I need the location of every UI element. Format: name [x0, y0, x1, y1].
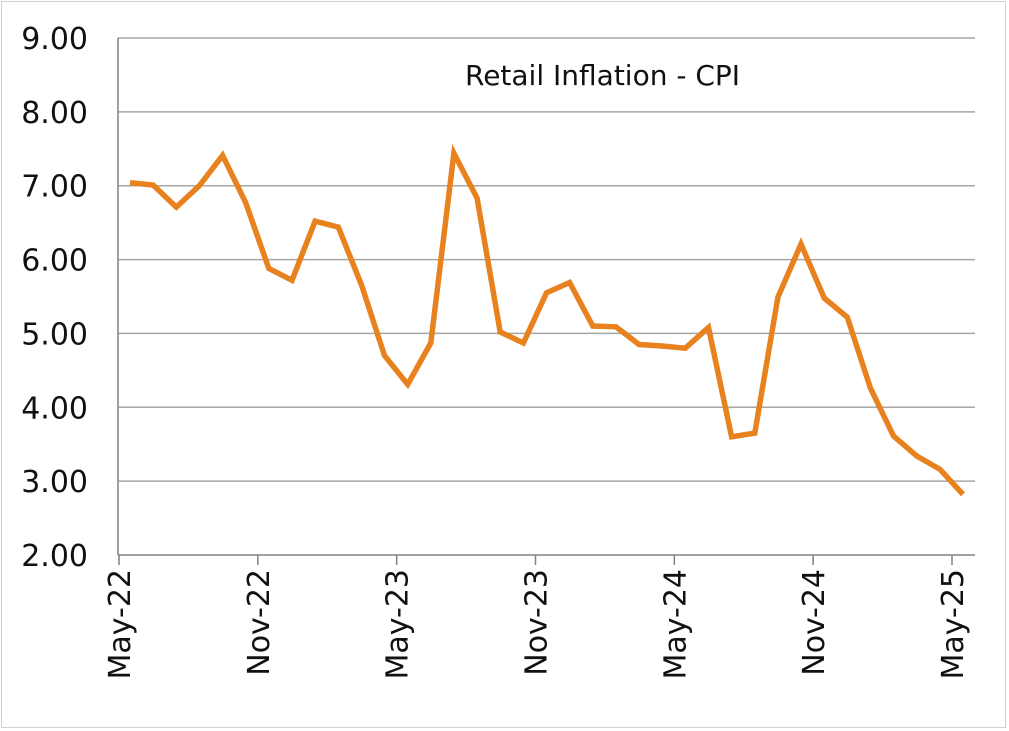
y-tick-label: 2.00: [21, 539, 88, 574]
y-tick-label: 3.00: [21, 465, 88, 500]
x-tick-label: Nov-24: [797, 569, 832, 676]
x-tick-labels: May-22 Nov-22 May-23 Nov-23 May-24 Nov-24 May-…: [103, 555, 971, 680]
x-tick-label: Nov-22: [242, 569, 277, 676]
series-group: [129, 143, 966, 497]
chart-title: Retail Inflation - CPI: [465, 59, 740, 92]
x-tick-label: May-24: [658, 569, 693, 680]
y-tick-labels: 2.00 3.00 4.00 5.00 6.00 7.00 8.00 9.00: [21, 22, 88, 574]
y-tick-label: 7.00: [21, 170, 88, 205]
gridlines: [118, 37, 975, 482]
y-tick-label: 6.00: [21, 244, 88, 279]
x-tick-label: Nov-23: [520, 569, 555, 676]
y-tick-label: 5.00: [21, 317, 88, 352]
y-tick-label: 8.00: [21, 96, 88, 131]
series-line: [129, 143, 966, 497]
axes: [117, 38, 975, 556]
x-tick-label: May-22: [103, 569, 138, 680]
x-tick-label: May-25: [936, 569, 971, 680]
y-tick-label: 9.00: [21, 22, 88, 57]
x-tick-label: May-23: [381, 569, 416, 680]
y-tick-label: 4.00: [21, 391, 88, 426]
